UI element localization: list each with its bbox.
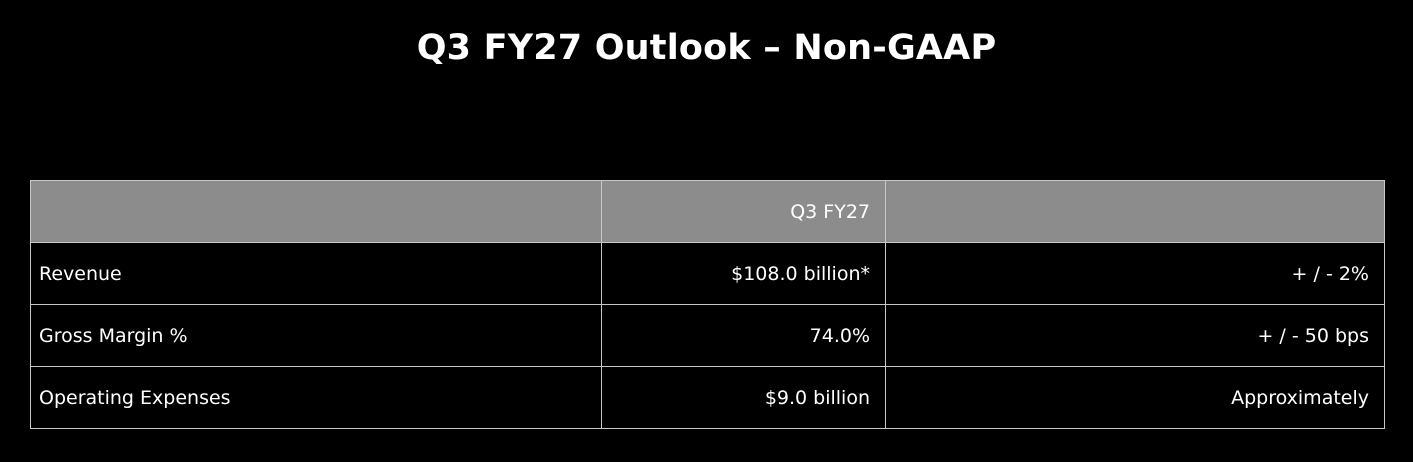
row-value: $108.0 billion* — [601, 242, 886, 305]
header-cell-range — [885, 180, 1385, 243]
row-range: + / - 2% — [885, 242, 1385, 305]
page-title: Q3 FY27 Outlook – Non-GAAP — [416, 28, 997, 68]
header-cell-label — [30, 180, 602, 243]
row-value: 74.0% — [601, 304, 886, 367]
table-header-row: Q3 FY27 — [30, 180, 1385, 243]
table-row: Revenue $108.0 billion* + / - 2% — [30, 242, 1385, 305]
row-range: + / - 50 bps — [885, 304, 1385, 367]
row-range: Approximately — [885, 366, 1385, 429]
header-cell-period: Q3 FY27 — [601, 180, 886, 243]
table-row: Operating Expenses $9.0 billion Approxim… — [30, 366, 1385, 429]
table-row: Gross Margin % 74.0% + / - 50 bps — [30, 304, 1385, 367]
row-label: Gross Margin % — [30, 304, 602, 367]
row-label: Revenue — [30, 242, 602, 305]
row-value: $9.0 billion — [601, 366, 886, 429]
outlook-table: Q3 FY27 Revenue $108.0 billion* + / - 2%… — [30, 180, 1385, 429]
row-label: Operating Expenses — [30, 366, 602, 429]
